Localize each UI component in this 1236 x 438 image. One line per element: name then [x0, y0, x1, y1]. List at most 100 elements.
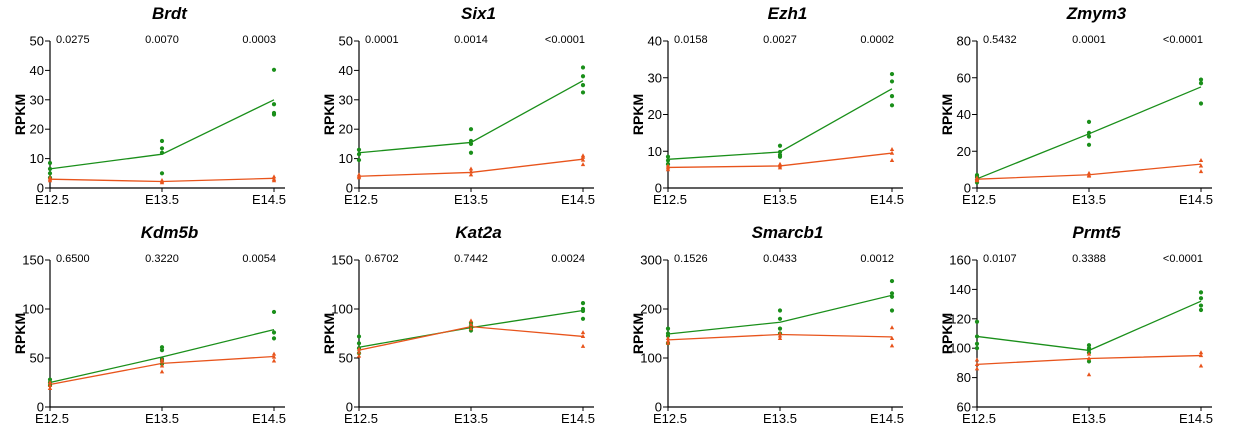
data-point: [271, 102, 277, 107]
p-value-label: 0.3220: [145, 253, 179, 265]
data-point: [889, 94, 895, 99]
data-point: [1198, 158, 1204, 163]
y-tick-label: 40: [30, 63, 44, 78]
data-point: [974, 319, 980, 324]
y-tick-label: 100: [22, 302, 44, 317]
data-point: [580, 157, 586, 162]
chart-panel: Kat2a RPKM 0 50 100 150 E12.5 E13.5 E14.5 0.6702 0…: [309, 219, 618, 438]
data-point: [580, 90, 586, 95]
y-tick-label: 0: [964, 181, 971, 196]
x-tick-label: E14.5: [252, 411, 286, 426]
series-mean-line: [976, 300, 1202, 352]
data-point: [1198, 363, 1204, 368]
y-tick-label: 60: [957, 70, 971, 85]
y-tick-label: 10: [648, 144, 662, 159]
data-point: [665, 336, 671, 340]
x-tick-label: E12.5: [344, 411, 378, 426]
x-tick-label: E12.5: [344, 192, 378, 207]
chart-title: Zmym3: [1066, 4, 1127, 23]
x-tick-label: E14.5: [1179, 192, 1213, 207]
y-axis-label: RPKM: [321, 94, 337, 135]
data-point: [159, 146, 165, 151]
chart-panel: Six1 RPKM 0 10 20 30 40 50 E12.5 E13.5 E14.5 0.0001…: [309, 0, 618, 219]
y-tick-label: 120: [949, 311, 971, 326]
x-tick-label: E14.5: [561, 411, 595, 426]
p-value-label: 0.0275: [56, 34, 90, 46]
x-tick-label: E12.5: [35, 192, 69, 207]
y-tick-label: 200: [640, 302, 662, 317]
p-value-label: 0.6500: [56, 253, 90, 265]
data-point: [580, 83, 586, 88]
data-point: [777, 336, 783, 340]
data-point: [1086, 119, 1092, 124]
chart-svg: Smarcb1 RPKM 0 100 200 300 E12.5 E13.5 E14.5 0.15…: [630, 223, 904, 426]
chart-panel: Prmt5 RPKM 60 80 100 120 140 160 E12.5 E13.5 E14.5…: [927, 219, 1236, 438]
chart-panel: Zmym3 RPKM 0 20 40 60 80 E12.5 E13.5 E14.5 0.5432 0…: [927, 0, 1236, 219]
y-tick-label: 0: [655, 181, 662, 196]
series-mean-line: [49, 99, 275, 170]
data-point: [580, 343, 586, 348]
data-point: [1198, 81, 1204, 86]
y-tick-label: 0: [655, 400, 662, 415]
data-point: [665, 163, 671, 168]
data-point: [159, 138, 165, 144]
y-axis-label: RPKM: [12, 94, 28, 135]
series-mean-line: [49, 328, 275, 384]
y-axis-label: RPKM: [939, 94, 955, 135]
data-point: [777, 149, 783, 155]
p-value-label: 0.0014: [454, 34, 488, 46]
y-tick-label: 300: [640, 253, 662, 268]
data-point: [580, 65, 586, 70]
x-tick-label: E13.5: [454, 411, 488, 426]
data-point: [468, 138, 474, 144]
p-value-label: 0.0003: [242, 34, 276, 46]
chart-panel: Kdm5b RPKM 0 50 100 150 E12.5 E13.5 E14.5 0.6500 0…: [0, 219, 309, 438]
data-point: [1198, 350, 1204, 355]
data-point: [777, 326, 783, 331]
p-value-label: 0.0070: [145, 34, 179, 46]
data-point: [1198, 101, 1204, 106]
data-point: [580, 306, 586, 312]
y-tick-label: 20: [648, 107, 662, 122]
p-value-label: 0.0024: [551, 253, 585, 265]
data-point: [580, 301, 586, 306]
data-point: [356, 147, 362, 152]
data-point: [47, 175, 53, 180]
x-tick-label: E14.5: [1179, 411, 1213, 426]
data-point: [271, 67, 277, 72]
chart-title: Prmt5: [1072, 223, 1121, 242]
x-tick-label: E13.5: [454, 192, 488, 207]
y-tick-label: 50: [339, 351, 353, 366]
data-point: [159, 171, 165, 176]
x-tick-label: E12.5: [653, 192, 687, 207]
y-tick-label: 10: [30, 151, 44, 166]
data-point: [1198, 353, 1204, 358]
data-point: [580, 316, 586, 321]
data-point: [889, 71, 895, 77]
data-point: [974, 361, 980, 366]
data-point: [271, 110, 277, 116]
data-point: [889, 291, 895, 296]
y-axis-label: RPKM: [630, 313, 646, 354]
data-point: [665, 158, 671, 163]
data-point: [1198, 290, 1204, 295]
data-point: [777, 308, 783, 313]
x-tick-label: E13.5: [1072, 411, 1106, 426]
data-point: [47, 380, 53, 385]
x-tick-label: E12.5: [35, 411, 69, 426]
y-axis-label: RPKM: [321, 313, 337, 354]
data-point: [468, 169, 474, 174]
data-point: [468, 166, 474, 171]
chart-title: Ezh1: [768, 4, 808, 23]
data-point: [889, 294, 895, 299]
data-point: [271, 176, 277, 181]
data-point: [356, 334, 362, 339]
x-tick-label: E13.5: [145, 411, 179, 426]
data-point: [889, 278, 895, 284]
data-point: [974, 357, 980, 362]
data-point: [665, 331, 671, 336]
data-point: [468, 150, 474, 155]
data-point: [271, 351, 277, 356]
y-tick-label: 0: [346, 400, 353, 415]
chart-svg: Prmt5 RPKM 60 80 100 120 140 160 E12.5 E13.5 E14.5…: [939, 223, 1213, 426]
